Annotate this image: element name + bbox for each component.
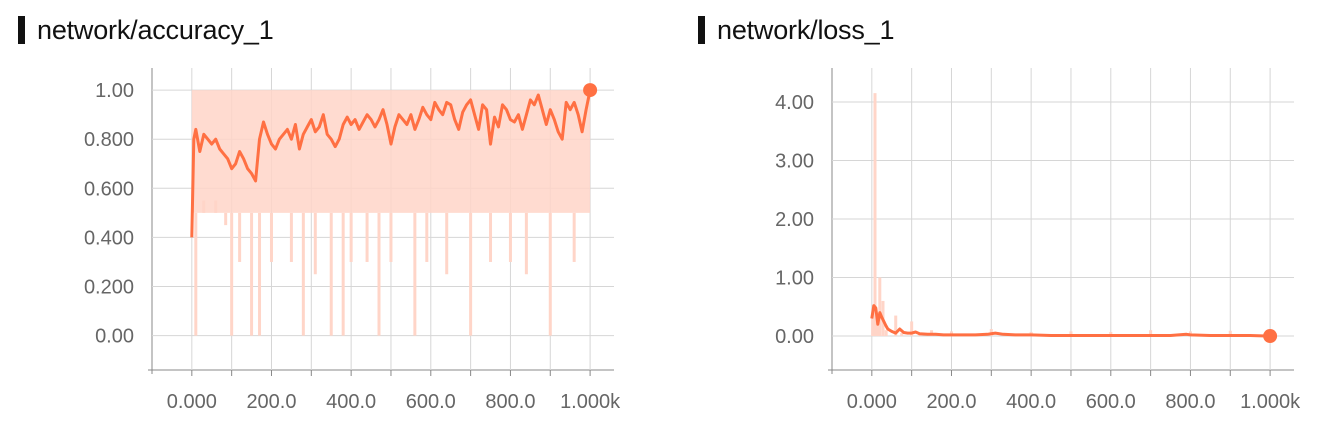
y-tick-label: 3.00 <box>775 150 814 172</box>
y-tick-label: 1.00 <box>95 80 134 102</box>
series-line <box>190 89 592 238</box>
series-line <box>870 304 1271 338</box>
y-tick-label: 1.00 <box>775 268 814 290</box>
x-tick-label: 0.000 <box>167 391 217 413</box>
y-tick-label: 0.600 <box>84 178 134 200</box>
x-tick-label: 800.0 <box>1165 391 1215 413</box>
chart-title: network/accuracy_1 <box>18 14 274 46</box>
y-tick-label: 0.00 <box>95 326 134 348</box>
chart-title-text: network/accuracy_1 <box>37 14 274 45</box>
x-tick-label: 400.0 <box>1006 391 1056 413</box>
endpoint-marker <box>1263 329 1278 344</box>
chart-title: network/loss_1 <box>698 14 894 46</box>
title-marker <box>18 16 25 44</box>
x-tick-label: 600.0 <box>1086 391 1136 413</box>
x-tick-label: 400.0 <box>326 391 376 413</box>
x-tick-label: 0.000 <box>847 391 897 413</box>
y-tick-label: 0.800 <box>84 129 134 151</box>
y-tick-label: 4.00 <box>775 92 814 114</box>
accuracy-chart: 0.00 0.200 0.400 0.600 0.800 1.00 0.000 200.0 40… <box>84 68 621 413</box>
x-tick-label: 600.0 <box>406 391 456 413</box>
y-tick-label: 2.00 <box>775 209 814 231</box>
y-tick-label: 0.400 <box>84 227 134 249</box>
y-tick-label: 0.200 <box>84 277 134 299</box>
y-tick-label: 0.00 <box>775 326 814 348</box>
accuracy-chart-panel: network/accuracy_1 0.00 0.200 0.400 0.600 0.… <box>18 14 621 413</box>
x-tick-label: 1.000k <box>560 391 621 413</box>
chart-title-text: network/loss_1 <box>717 14 895 45</box>
loss-chart: 0.00 1.00 2.00 3.00 4.00 0.000 200.0 400.0 600.0… <box>775 68 1301 413</box>
x-tick-label: 800.0 <box>485 391 535 413</box>
raw-data-band <box>191 90 591 213</box>
title-marker <box>698 16 705 44</box>
loss-chart-panel: network/loss_1 0.00 1.00 2.00 3.00 4.00 0.000… <box>680 0 1332 436</box>
endpoint-marker <box>583 83 598 98</box>
x-tick-label: 1.000k <box>1240 391 1301 413</box>
x-tick-label: 200.0 <box>246 391 296 413</box>
x-tick-label: 200.0 <box>926 391 976 413</box>
